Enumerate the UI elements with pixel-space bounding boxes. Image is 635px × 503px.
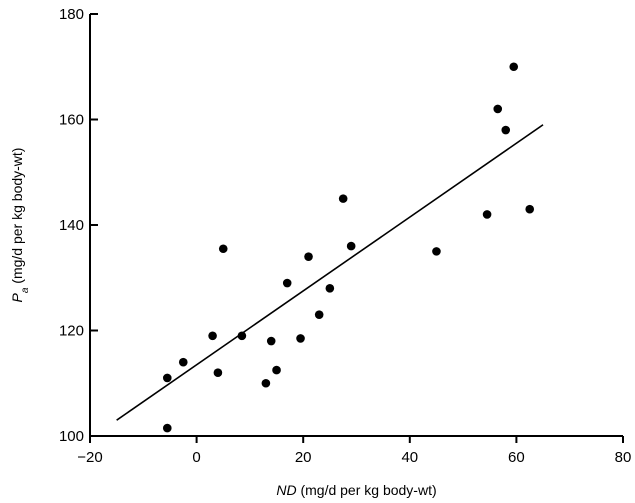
x-tick-label: 60 bbox=[508, 449, 525, 466]
data-point bbox=[338, 194, 348, 203]
y-axis-title-units: (mg/d per kg body-wt) bbox=[9, 148, 25, 288]
x-axis-title-main: ND bbox=[276, 482, 296, 498]
x-tick-label: 40 bbox=[401, 449, 418, 466]
data-point bbox=[304, 252, 313, 261]
data-point bbox=[432, 247, 441, 256]
data-point bbox=[162, 423, 172, 433]
y-tick-label: 120 bbox=[59, 323, 84, 340]
y-tick-label: 180 bbox=[59, 6, 84, 23]
y-axis-title-subscript: a bbox=[20, 287, 31, 293]
x-tick-label: 20 bbox=[295, 449, 312, 466]
data-point bbox=[162, 373, 172, 383]
data-point bbox=[501, 125, 511, 135]
x-axis-title-units: (mg/d per kg body-wt) bbox=[297, 482, 437, 498]
data-point bbox=[266, 336, 276, 346]
data-point bbox=[272, 365, 281, 375]
ticks bbox=[89, 13, 624, 443]
data-points bbox=[162, 62, 535, 433]
data-point bbox=[208, 331, 217, 341]
regression-line bbox=[116, 124, 544, 421]
tick-labels: −20 0 20 40 60 80 100 120 140 160 180 bbox=[59, 6, 631, 466]
axes bbox=[89, 14, 623, 437]
y-tick-label: 140 bbox=[59, 217, 84, 234]
data-point bbox=[346, 241, 356, 251]
data-point bbox=[493, 104, 503, 114]
y-tick-label: 100 bbox=[59, 428, 84, 445]
data-point bbox=[178, 357, 188, 367]
data-point bbox=[218, 244, 228, 254]
data-point bbox=[282, 278, 292, 288]
y-axis-title: Pa (mg/d per kg body-wt) bbox=[9, 148, 31, 303]
data-point bbox=[314, 310, 324, 319]
y-tick-label: 160 bbox=[59, 112, 84, 129]
data-point bbox=[325, 284, 335, 293]
data-point bbox=[296, 334, 305, 343]
x-tick-label: −20 bbox=[77, 449, 102, 466]
y-axis-title-main: P bbox=[9, 292, 25, 302]
data-point bbox=[482, 210, 492, 219]
x-axis-title: ND (mg/d per kg body-wt) bbox=[276, 482, 436, 498]
data-point bbox=[509, 62, 519, 72]
data-point bbox=[213, 368, 223, 378]
data-point bbox=[261, 378, 271, 388]
x-tick-label: 0 bbox=[192, 449, 200, 466]
data-point bbox=[237, 331, 247, 341]
data-point bbox=[525, 204, 535, 214]
x-tick-label: 80 bbox=[615, 449, 632, 466]
